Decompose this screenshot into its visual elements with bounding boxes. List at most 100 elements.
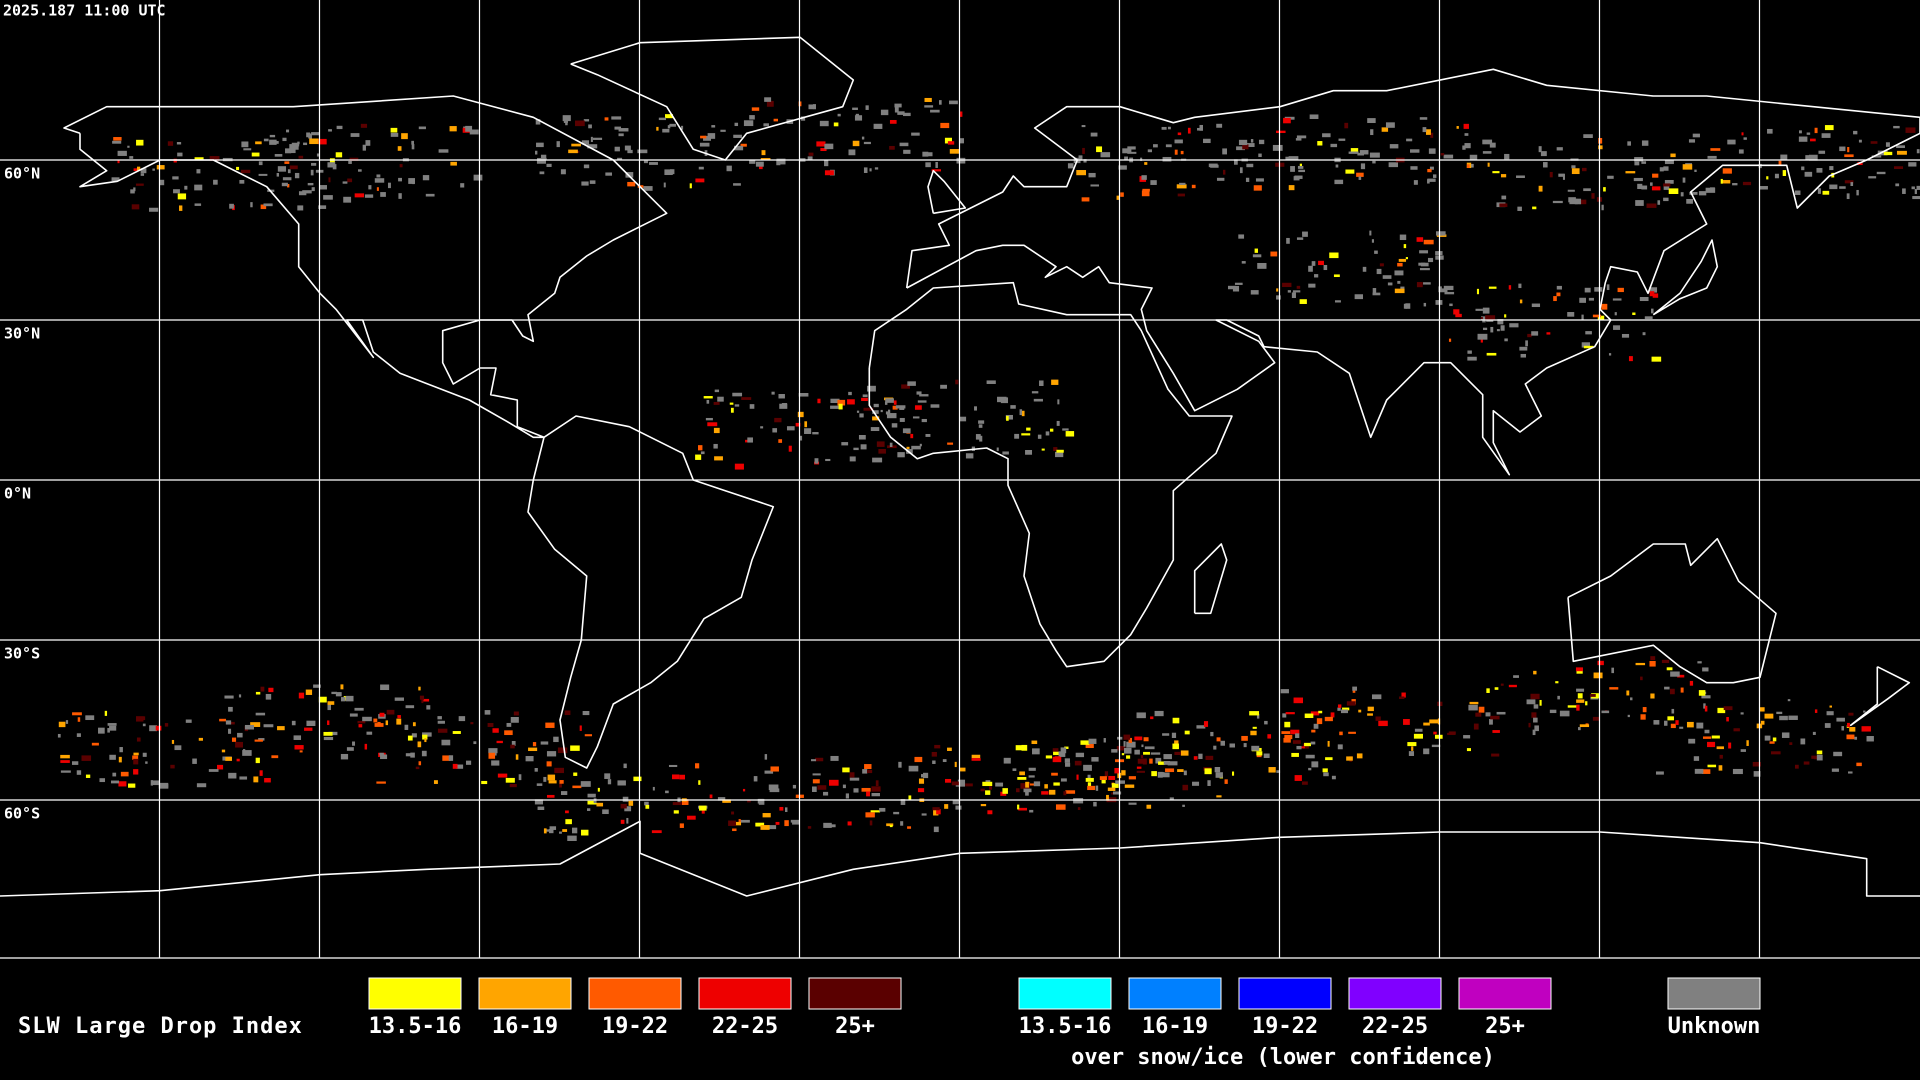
cloud-pixel bbox=[751, 107, 760, 111]
cloud-pixel bbox=[1056, 449, 1064, 453]
cloud-pixel bbox=[99, 778, 106, 783]
cloud-pixel bbox=[1234, 282, 1243, 285]
cloud-pixel bbox=[1680, 192, 1684, 197]
cloud-pixel bbox=[136, 716, 144, 722]
cloud-pixel bbox=[852, 140, 860, 147]
cloud-pixel bbox=[117, 150, 127, 156]
cloud-pixel bbox=[1118, 165, 1127, 170]
cloud-pixel bbox=[1480, 339, 1483, 343]
graticule: 60°N30°N0°N30°S60°S bbox=[0, 0, 1920, 958]
cloud-pixel bbox=[299, 750, 303, 753]
cloud-pixel bbox=[1213, 745, 1217, 750]
cloud-pixel bbox=[779, 403, 788, 409]
cloud-pixel bbox=[150, 780, 154, 786]
cloud-pixel bbox=[1090, 132, 1098, 137]
cloud-pixel bbox=[1513, 675, 1519, 678]
cloud-pixel bbox=[916, 391, 922, 395]
cloud-pixel bbox=[903, 149, 911, 154]
cloud-pixel bbox=[481, 780, 488, 785]
cloud-pixel bbox=[287, 183, 290, 188]
cloud-pixel bbox=[1041, 791, 1049, 795]
cloud-pixel bbox=[1440, 153, 1445, 156]
cloud-pixel bbox=[792, 822, 800, 825]
cloud-pixel bbox=[1002, 788, 1008, 794]
cloud-pixel bbox=[298, 191, 307, 196]
cloud-pixel bbox=[1520, 353, 1527, 358]
cloud-pixel bbox=[258, 738, 265, 741]
cloud-pixel bbox=[120, 771, 129, 777]
cloud-pixel bbox=[1127, 151, 1137, 154]
cloud-pixel bbox=[1372, 288, 1377, 294]
cloud-pixel bbox=[360, 123, 368, 128]
cloud-pixel bbox=[899, 406, 905, 410]
cloud-pixel bbox=[1372, 160, 1376, 164]
cloud-pixel bbox=[1686, 198, 1693, 204]
cloud-pixel bbox=[1611, 667, 1615, 674]
cloud-pixel bbox=[311, 187, 315, 192]
cloud-pixel bbox=[1229, 743, 1235, 748]
cloud-pixel bbox=[346, 747, 354, 751]
cloud-pixel bbox=[405, 753, 411, 757]
cloud-pixel bbox=[1337, 704, 1342, 708]
cloud-pixel bbox=[1475, 308, 1483, 311]
cloud-pixel bbox=[618, 128, 629, 132]
cloud-pixel bbox=[841, 442, 849, 446]
cloud-pixel bbox=[1543, 162, 1548, 168]
cloud-pixel bbox=[1051, 379, 1059, 385]
cloud-pixel bbox=[1179, 182, 1186, 185]
cloud-pixel bbox=[1322, 768, 1328, 773]
cloud-pixel bbox=[362, 144, 366, 151]
coastline bbox=[1193, 543, 1228, 615]
cloud-pixel bbox=[1912, 196, 1920, 200]
cloud-pixel bbox=[804, 428, 812, 434]
cloud-pixel bbox=[792, 784, 797, 789]
cloud-pixel bbox=[1431, 744, 1441, 748]
cloud-pixel bbox=[1358, 176, 1362, 180]
cloud-pixel bbox=[703, 135, 711, 141]
cloud-pixel bbox=[886, 413, 897, 419]
cloud-pixel bbox=[528, 747, 538, 752]
cloud-pixel bbox=[415, 766, 420, 770]
cloud-pixel bbox=[572, 785, 582, 789]
cloud-pixel bbox=[1697, 661, 1702, 664]
cloud-pixel bbox=[605, 172, 613, 176]
cloud-pixel bbox=[1083, 764, 1092, 771]
cloud-pixel bbox=[376, 781, 386, 784]
cloud-pixel bbox=[1422, 127, 1427, 133]
cloud-pixel bbox=[1150, 752, 1161, 755]
cloud-pixel bbox=[473, 741, 477, 745]
cloud-pixel bbox=[364, 194, 374, 198]
cloud-pixel bbox=[1641, 140, 1649, 146]
cloud-pixel bbox=[1557, 695, 1560, 700]
cloud-pixel bbox=[863, 167, 868, 173]
cloud-pixel bbox=[142, 723, 146, 727]
cloud-pixel bbox=[236, 758, 240, 762]
cloud-pixel bbox=[1463, 735, 1471, 739]
cloud-pixel bbox=[1583, 345, 1594, 349]
cloud-pixel bbox=[1538, 185, 1543, 192]
cloud-pixel bbox=[853, 447, 859, 451]
cloud-pixel bbox=[407, 735, 413, 741]
cloud-pixel bbox=[305, 689, 313, 695]
cloud-pixel bbox=[1710, 148, 1721, 151]
cloud-pixel bbox=[1432, 174, 1437, 178]
cloud-pixel bbox=[876, 441, 885, 447]
cloud-pixel bbox=[347, 178, 353, 183]
cloud-pixel bbox=[662, 128, 670, 133]
cloud-pixel bbox=[1753, 771, 1761, 777]
cloud-pixel bbox=[1308, 265, 1313, 272]
cloud-pixel bbox=[1150, 180, 1157, 185]
cloud-pixel bbox=[622, 796, 629, 802]
cloud-pixel bbox=[624, 145, 631, 151]
cloud-pixel bbox=[253, 776, 259, 783]
cloud-pixel bbox=[1846, 193, 1850, 200]
cloud-pixel bbox=[853, 788, 859, 793]
cloud-pixel bbox=[1222, 169, 1226, 175]
cloud-pixel bbox=[925, 162, 931, 168]
cloud-pixel bbox=[1324, 716, 1333, 722]
cloud-pixel bbox=[707, 133, 716, 139]
cloud-pixel bbox=[1187, 127, 1191, 134]
cloud-pixel bbox=[244, 724, 254, 730]
cloud-pixel bbox=[617, 157, 623, 161]
